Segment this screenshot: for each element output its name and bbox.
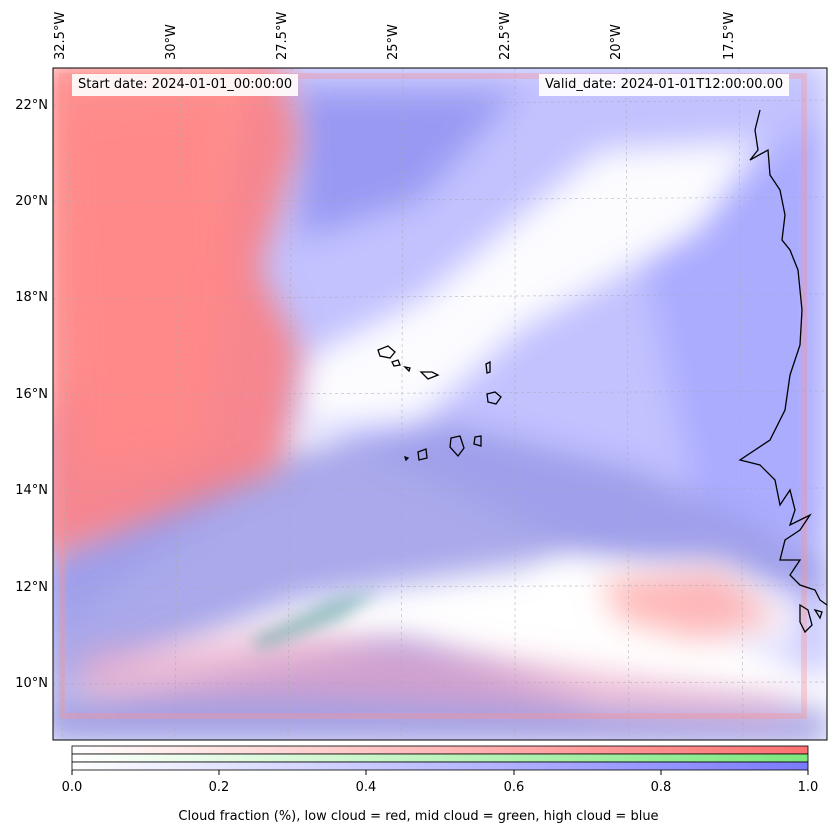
colorbar-tick: 0.4: [355, 780, 377, 795]
colorbar-mid-cloud: [71, 753, 809, 763]
valid-date-label: Valid_date: 2024-01-01T12:00:00.00: [539, 74, 790, 96]
colorbar-tick: 0.6: [503, 780, 525, 795]
gridlines: [52, 67, 828, 741]
colorbar: [71, 745, 809, 775]
lat-label: 14°N: [15, 483, 48, 498]
colorbar-high-cloud: [71, 761, 809, 771]
colorbar-tick: 0.2: [208, 780, 230, 795]
colorbar-tick: 1.0: [797, 780, 819, 795]
colorbar-tick: 0.8: [650, 780, 672, 795]
cloud-field: [53, 68, 827, 740]
lat-label: 16°N: [15, 387, 48, 402]
lat-label: 12°N: [15, 580, 48, 595]
lat-label: 18°N: [15, 290, 48, 305]
coastline: [377, 109, 828, 634]
colorbar-caption: Cloud fraction (%), low cloud = red, mid…: [178, 809, 659, 824]
map-frame: [52, 67, 828, 741]
colorbar-tick: 0.0: [61, 780, 83, 795]
lat-label: 20°N: [15, 194, 48, 209]
start-date-label: Start date: 2024-01-01_00:00:00: [72, 74, 299, 96]
lat-label: 22°N: [15, 98, 48, 113]
lat-label: 10°N: [15, 676, 48, 691]
colorbar-low-cloud: [71, 745, 809, 755]
